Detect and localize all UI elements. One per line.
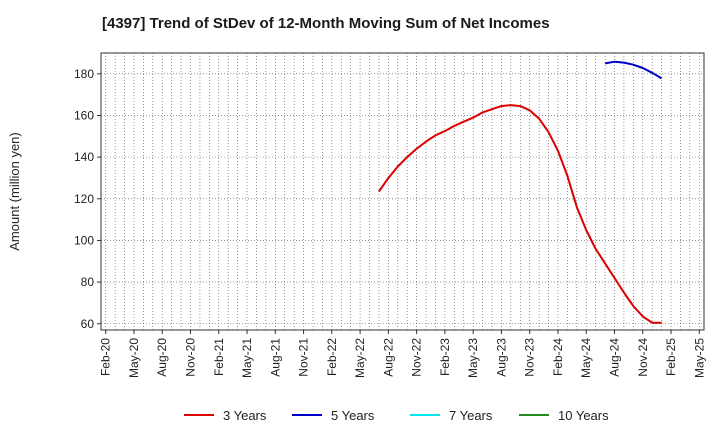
y-tick-label: 180: [74, 67, 94, 81]
x-tick-label: May-21: [240, 338, 254, 378]
grid-lines: [101, 53, 704, 330]
x-tick-label: Aug-24: [607, 338, 621, 377]
series-line-5-years: [604, 60, 663, 80]
y-tick-label: 60: [81, 317, 95, 331]
x-tick-label: Feb-24: [551, 338, 565, 376]
legend-item: 10 Years: [519, 405, 609, 425]
legend-swatch: [292, 414, 322, 416]
x-tick-label: Nov-21: [297, 338, 311, 377]
legend-swatch: [410, 414, 440, 416]
x-tick-label: Nov-24: [636, 338, 650, 377]
legend-item: 7 Years: [410, 405, 492, 425]
y-tick-label: 100: [74, 233, 94, 247]
x-tick-label: Nov-22: [410, 338, 424, 377]
x-tick-label: Aug-22: [381, 338, 395, 377]
x-tick-label: Nov-20: [184, 338, 198, 377]
y-tick-label: 140: [74, 150, 94, 164]
y-axis-label: Amount (million yen): [7, 132, 22, 251]
plot-area: [101, 53, 704, 330]
x-tick-label: Aug-23: [494, 338, 508, 377]
x-axis-ticks: Feb-20 May-20 Aug-20 Nov-20 Feb-21 May-21 Aug-…: [99, 330, 706, 378]
x-tick-label: May-23: [466, 338, 480, 378]
y-tick-label: 80: [81, 275, 95, 289]
legend: 3 Years 5 Years 7 Years 10 Years: [0, 405, 720, 425]
legend-item: 3 Years: [184, 405, 266, 425]
legend-swatch: [519, 414, 549, 416]
x-tick-label: Feb-25: [664, 338, 678, 376]
x-tick-label: Aug-21: [268, 338, 282, 377]
x-tick-label: Feb-22: [325, 338, 339, 376]
legend-label: 3 Years: [223, 407, 267, 423]
legend-label: 5 Years: [331, 407, 375, 423]
x-tick-label: May-25: [692, 338, 706, 378]
series-lines: [378, 60, 663, 324]
legend-label: 7 Years: [449, 407, 493, 423]
y-axis-ticks: 60 80 100 120 140 160 180: [74, 67, 101, 331]
x-tick-label: Aug-20: [155, 338, 169, 377]
series-line-3-years: [378, 104, 662, 324]
y-tick-label: 160: [74, 108, 94, 122]
x-tick-label: May-22: [353, 338, 367, 378]
legend-item: 5 Years: [292, 405, 374, 425]
x-tick-label: Nov-23: [523, 338, 537, 377]
x-tick-label: May-24: [579, 338, 593, 378]
x-tick-label: Feb-23: [438, 338, 452, 376]
x-tick-label: Feb-21: [212, 338, 226, 376]
x-tick-label: May-20: [127, 338, 141, 378]
legend-label: 10 Years: [558, 407, 609, 423]
y-tick-label: 120: [74, 192, 94, 206]
x-tick-label: Feb-20: [99, 338, 113, 376]
plot-border: [100, 52, 705, 331]
chart-title: [4397] Trend of StDev of 12-Month Moving…: [102, 15, 550, 32]
legend-swatch: [184, 414, 214, 416]
